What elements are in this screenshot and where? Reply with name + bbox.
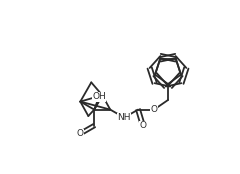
Text: OH: OH <box>92 92 106 101</box>
Text: NH: NH <box>117 113 131 122</box>
Text: O: O <box>150 105 158 114</box>
Text: O: O <box>77 129 84 138</box>
Text: O: O <box>139 121 146 130</box>
